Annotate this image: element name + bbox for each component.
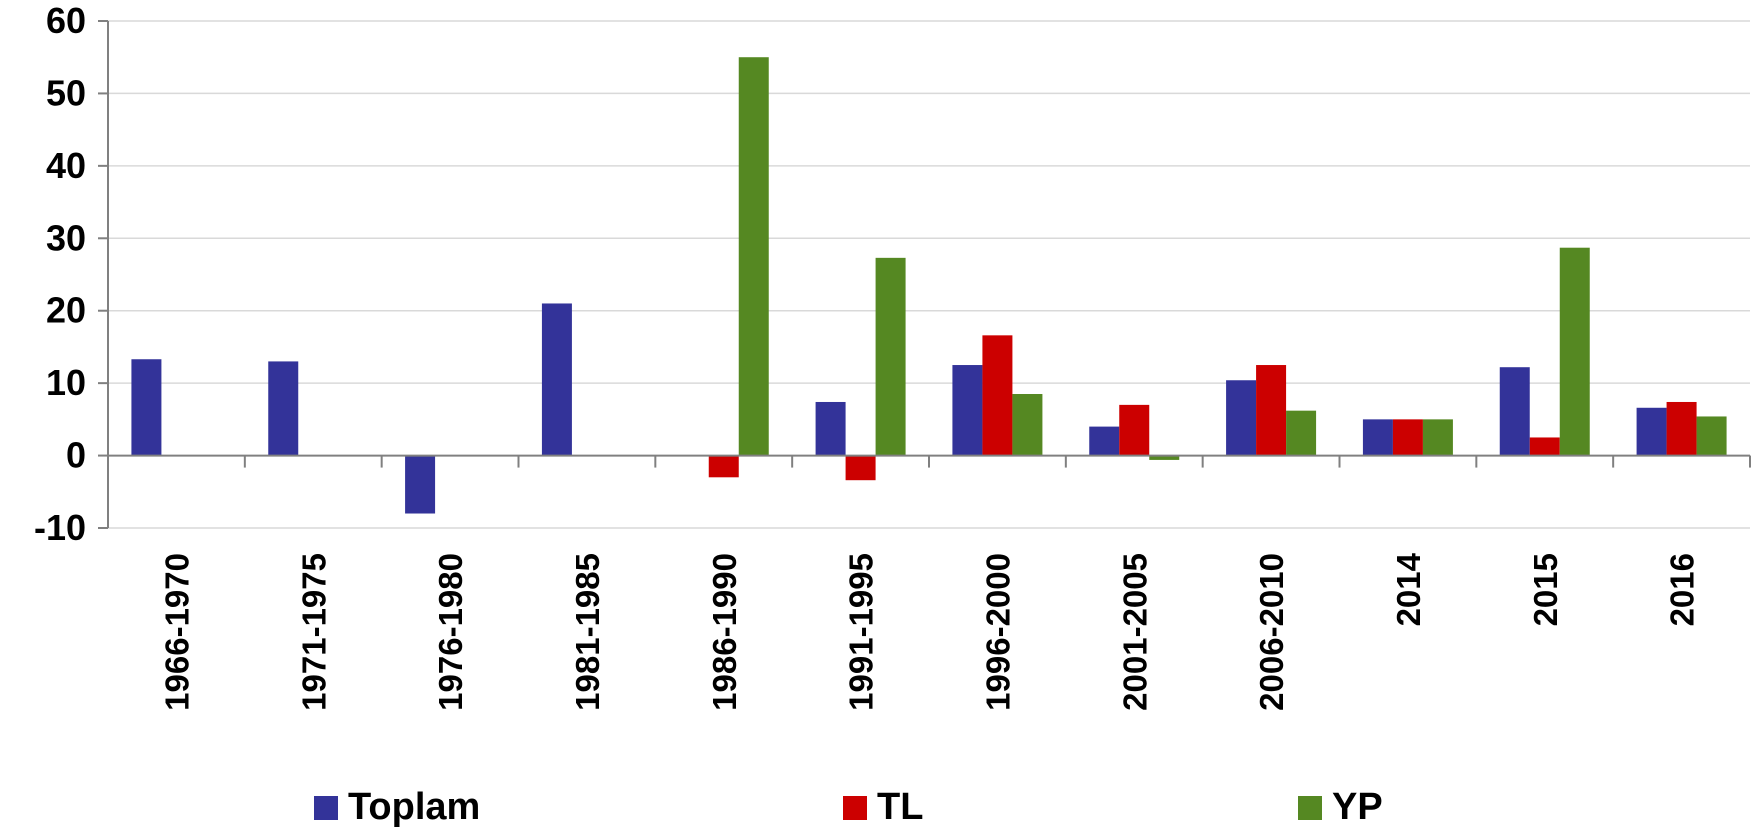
bar-yp-2001-2005 bbox=[1149, 455, 1180, 460]
legend-swatch-tl bbox=[843, 795, 867, 820]
bar-tl-2014 bbox=[1392, 419, 1423, 456]
bar-toplam-2016 bbox=[1636, 407, 1667, 456]
bar-yp-2016 bbox=[1696, 416, 1727, 456]
y-tick-label: 0 bbox=[66, 435, 86, 476]
bars bbox=[131, 57, 1727, 514]
bar-yp-1986-1990 bbox=[738, 57, 769, 456]
axes bbox=[107, 21, 1751, 528]
bar-toplam-1971-1975 bbox=[268, 361, 299, 456]
y-tick-label: -10 bbox=[34, 507, 86, 548]
x-tick-label: 1991-1995 bbox=[843, 553, 880, 711]
bar-tl-1991-1995 bbox=[845, 455, 876, 481]
x-tick-label: 1976-1980 bbox=[432, 553, 469, 711]
x-tick-label: 1966-1970 bbox=[158, 553, 195, 711]
bar-yp-2015 bbox=[1559, 247, 1590, 456]
y-tick-label: 30 bbox=[46, 217, 86, 258]
x-tick-label: 2015 bbox=[1527, 553, 1564, 626]
bar-toplam-1976-1980 bbox=[405, 455, 436, 514]
bar-toplam-2014 bbox=[1362, 419, 1393, 456]
gridlines bbox=[108, 20, 1750, 529]
bar-tl-1986-1990 bbox=[708, 455, 739, 478]
y-tick-label: 20 bbox=[46, 290, 86, 331]
bar-tl-2006-2010 bbox=[1256, 365, 1287, 456]
y-tick-label: 40 bbox=[46, 145, 86, 186]
legend-swatch-toplam bbox=[314, 795, 338, 820]
bar-yp-2006-2010 bbox=[1286, 410, 1317, 456]
x-tick-label: 2016 bbox=[1664, 553, 1701, 626]
y-tick-label: 60 bbox=[46, 0, 86, 41]
x-tick-label: 2014 bbox=[1390, 552, 1427, 626]
bar-tl-2016 bbox=[1666, 401, 1697, 456]
bar-toplam-2006-2010 bbox=[1226, 380, 1257, 456]
x-tick-label: 1996-2000 bbox=[979, 553, 1016, 711]
x-tick-label: 1986-1990 bbox=[706, 553, 743, 711]
y-tick-label: 10 bbox=[46, 362, 86, 403]
bar-tl-2001-2005 bbox=[1119, 404, 1150, 456]
legend-tl: TL bbox=[843, 786, 923, 829]
bar-yp-1991-1995 bbox=[875, 257, 906, 456]
legend-toplam: Toplam bbox=[314, 786, 480, 829]
bar-toplam-1966-1970 bbox=[131, 359, 162, 456]
legend-yp: YP bbox=[1298, 786, 1383, 829]
y-tick-label: 50 bbox=[46, 72, 86, 113]
legend-label-tl: TL bbox=[877, 786, 924, 828]
legend-label-yp: YP bbox=[1332, 786, 1383, 828]
y-axis-ticks: 60 50 40 30 20 10 0 -10 bbox=[34, 0, 108, 548]
bar-toplam-1996-2000 bbox=[952, 365, 983, 456]
x-tick-label: 1981-1985 bbox=[569, 553, 606, 711]
bar-tl-1996-2000 bbox=[982, 335, 1013, 456]
bar-toplam-1991-1995 bbox=[815, 401, 846, 456]
bar-toplam-2015 bbox=[1499, 367, 1530, 456]
x-tick-label: 2006-2010 bbox=[1253, 553, 1290, 711]
bar-toplam-1981-1985 bbox=[541, 303, 572, 456]
x-tick-label: 2001-2005 bbox=[1116, 553, 1153, 711]
bar-toplam-2001-2005 bbox=[1089, 426, 1120, 456]
bar-yp-1996-2000 bbox=[1012, 394, 1043, 456]
x-axis-labels: 1966-1970 1971-1975 1976-1980 1981-1985 1986… bbox=[158, 552, 1700, 710]
legend-swatch-yp bbox=[1298, 795, 1322, 820]
bar-tl-2015 bbox=[1529, 437, 1560, 456]
bar-yp-2014 bbox=[1422, 419, 1453, 456]
x-tick-label: 1971-1975 bbox=[295, 553, 332, 711]
legend-label-toplam: Toplam bbox=[348, 786, 481, 828]
